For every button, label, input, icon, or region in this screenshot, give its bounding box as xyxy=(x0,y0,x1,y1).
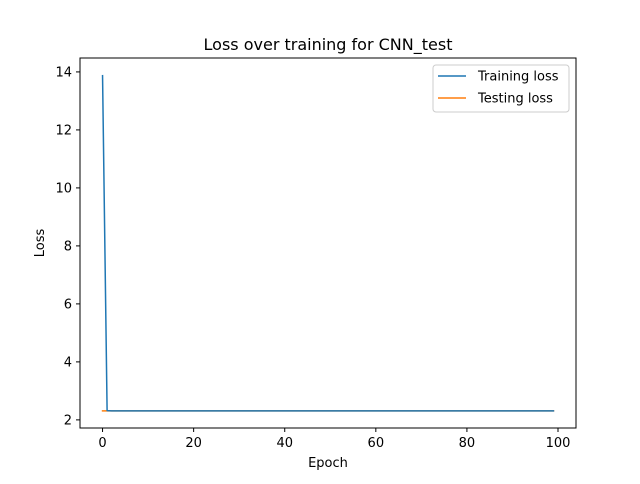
x-tick-label: 0 xyxy=(98,436,106,451)
x-axis: 0 20 40 60 80 100 xyxy=(98,428,570,451)
x-tick-label: 100 xyxy=(546,436,571,451)
y-tick-label: 10 xyxy=(55,181,72,196)
testing-loss-legend-label: Testing loss xyxy=(477,92,553,107)
x-tick-label: 20 xyxy=(185,436,202,451)
y-tick-label: 14 xyxy=(55,65,72,80)
y-tick-label: 12 xyxy=(55,123,72,138)
x-tick-label: 80 xyxy=(459,436,476,451)
y-tick-label: 2 xyxy=(64,413,72,428)
y-axis: 2 4 6 8 10 12 14 xyxy=(55,65,80,428)
x-tick-label: 40 xyxy=(276,436,293,451)
training-loss-legend-label: Training loss xyxy=(477,70,559,85)
plot-lines xyxy=(101,74,555,412)
plot-frame xyxy=(79,57,577,429)
chart-title: Loss over training for CNN_test xyxy=(204,35,453,55)
legend: Training loss Testing loss xyxy=(432,64,570,113)
training-loss-line xyxy=(101,74,555,412)
y-tick-label: 6 xyxy=(64,297,72,312)
y-axis-label: Loss xyxy=(33,229,48,258)
x-tick-label: 60 xyxy=(368,436,385,451)
x-axis-label: Epoch xyxy=(308,456,348,471)
y-tick-label: 8 xyxy=(64,239,72,254)
legend-box xyxy=(432,64,570,113)
y-tick-label: 4 xyxy=(64,355,72,370)
